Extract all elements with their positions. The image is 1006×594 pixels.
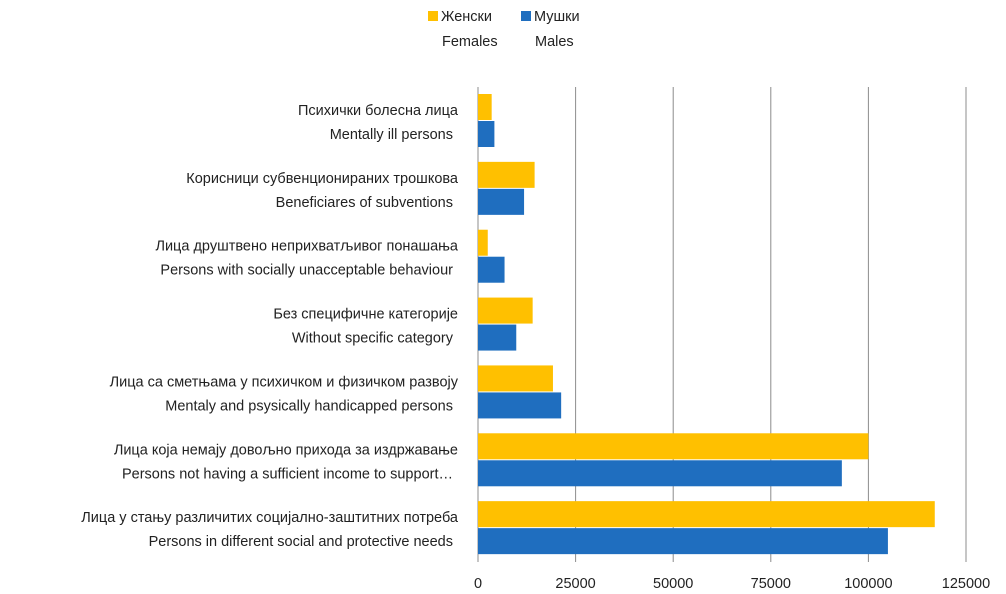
bar-females: [478, 501, 935, 528]
category-label: Persons not having a sufficient income t…: [122, 466, 453, 482]
category-label: Mentally ill persons: [330, 127, 453, 143]
bar-males: [478, 121, 495, 147]
bar-males: [478, 460, 842, 487]
x-tick-label: 50000: [653, 576, 693, 592]
category-label: Корисници субвенционираних трошкова: [186, 171, 459, 187]
category-labels: Психички болесна лица Mentally ill person…: [81, 103, 459, 550]
category-label: Persons with socially unacceptable behav…: [160, 263, 453, 279]
legend-label: Женски: [441, 9, 492, 25]
legend-swatch-males: [521, 11, 531, 21]
category-label: Лица у стању различитих социјално-заштит…: [81, 510, 459, 526]
category-label: Лица друштвено неприхватљивог понашања: [155, 239, 458, 255]
legend-label: Females: [442, 34, 498, 50]
category-label: Without specific category: [292, 331, 454, 347]
bars: [478, 94, 935, 555]
bar-males: [478, 324, 517, 351]
bar-males: [478, 256, 505, 283]
x-tick-label: 0: [474, 576, 482, 592]
category-label: Beneficiares of subventions: [276, 195, 453, 211]
bar-females: [478, 94, 492, 120]
gridlines: [477, 87, 967, 562]
legend-label: Males: [535, 34, 574, 50]
category-label: Без специфичне категорије: [273, 307, 458, 323]
category-label: Persons in different social and protecti…: [149, 534, 453, 550]
bar-females: [478, 365, 553, 392]
category-label: Mentaly and psysically handicapped perso…: [165, 398, 453, 414]
bar-males: [478, 392, 562, 419]
x-tick-label: 100000: [844, 576, 892, 592]
bar-females: [478, 229, 488, 256]
category-label: Лица са сметњама у психичком и физичком …: [110, 374, 459, 390]
bar-females: [478, 161, 535, 188]
chart-legend: Женски Females Мушки Males: [428, 9, 580, 50]
legend-swatch-females: [428, 11, 438, 21]
bar-males: [478, 188, 525, 215]
category-label: Лица која немају довољно прихода за издр…: [114, 442, 458, 458]
bar-females: [478, 297, 533, 324]
legend-label: Мушки: [534, 9, 580, 25]
x-axis-ticks: 0 25000 50000 75000 100000 125000: [474, 576, 990, 592]
x-tick-label: 125000: [942, 576, 990, 592]
bar-males: [478, 528, 888, 555]
x-tick-label: 75000: [751, 576, 791, 592]
category-label: Психички болесна лица: [298, 103, 459, 119]
bar-females: [478, 433, 869, 460]
x-tick-label: 25000: [555, 576, 595, 592]
